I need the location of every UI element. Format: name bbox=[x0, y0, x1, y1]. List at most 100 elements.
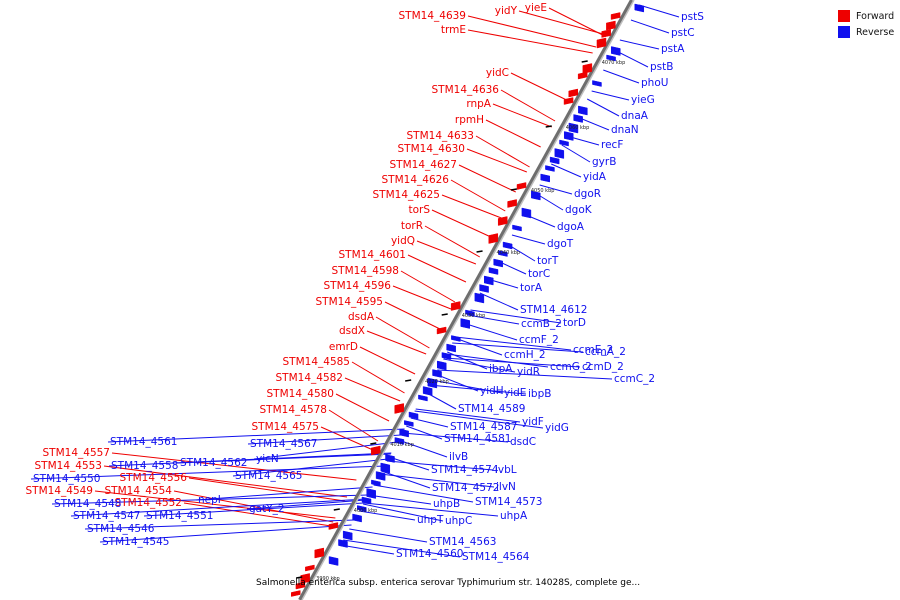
gene-label-dsdx[interactable]: dsdX bbox=[339, 325, 365, 337]
gene-label-ccme-2[interactable]: ccmE_2 bbox=[573, 344, 613, 356]
gene-label-uhpb[interactable]: uhpB bbox=[433, 498, 460, 510]
gene-label-stm14-4567[interactable]: STM14_4567 bbox=[250, 438, 317, 450]
gene-label-rpmh[interactable]: rpmH bbox=[455, 114, 484, 126]
gene-label-stm14-4565[interactable]: STM14_4565 bbox=[235, 470, 302, 482]
gene-label-nepi[interactable]: nepI bbox=[198, 494, 221, 506]
gene-label-ccmd-2[interactable]: ccmD_2 bbox=[582, 361, 624, 373]
gene-label-torc[interactable]: torC bbox=[528, 268, 550, 280]
gene-label-uhpa[interactable]: uhpA bbox=[500, 510, 528, 522]
gene-label-tort[interactable]: torT bbox=[537, 255, 559, 267]
gene-label-stm14-4630[interactable]: STM14_4630 bbox=[398, 143, 465, 155]
gene-label-stm14-4578[interactable]: STM14_4578 bbox=[260, 404, 327, 416]
gene-label-trme[interactable]: trmE bbox=[441, 24, 466, 36]
gene-label-stm14-4561[interactable]: STM14_4561 bbox=[110, 436, 177, 448]
gene-label-yida[interactable]: yidA bbox=[583, 171, 607, 183]
gene-label-ccmh-2[interactable]: ccmH_2 bbox=[504, 349, 546, 361]
gene-label-psta[interactable]: pstA bbox=[661, 43, 685, 55]
gene-label-ccmc-2[interactable]: ccmC_2 bbox=[614, 373, 655, 385]
gene-label-yide[interactable]: yidE bbox=[504, 387, 526, 399]
gene-label-stm14-4545[interactable]: STM14_4545 bbox=[102, 536, 169, 548]
gene-label-psts[interactable]: pstS bbox=[681, 11, 704, 23]
gene-label-yicn[interactable]: yicN bbox=[256, 453, 279, 465]
gene-label-dgot[interactable]: dgoT bbox=[547, 238, 574, 250]
gene-label-tord[interactable]: torD bbox=[563, 317, 586, 329]
gene-label-ilvb[interactable]: ilvB bbox=[449, 451, 468, 463]
gene-label-pstb[interactable]: pstB bbox=[650, 61, 673, 73]
gene-label-stm14-4596[interactable]: STM14_4596 bbox=[324, 280, 392, 292]
gene-label-stm14-4549[interactable]: STM14_4549 bbox=[26, 485, 93, 497]
gene-label-stm14-4547[interactable]: STM14_4547 bbox=[73, 510, 140, 522]
gene-label-uhpc[interactable]: uhpC bbox=[445, 515, 472, 527]
gene-label-stm14-4574[interactable]: STM14_4574 bbox=[431, 464, 499, 476]
gene-label-yiee[interactable]: yieE bbox=[525, 2, 547, 14]
gene-label-stm14-4582[interactable]: STM14_4582 bbox=[276, 372, 343, 384]
gene-label-dgok[interactable]: dgoK bbox=[565, 204, 593, 216]
gene-label-stm14-4553[interactable]: STM14_4553 bbox=[35, 460, 102, 472]
gene-label-stm14-4581[interactable]: STM14_4581 bbox=[444, 433, 511, 445]
gene-label-stm14-4585[interactable]: STM14_4585 bbox=[283, 356, 350, 368]
gene-label-yidh[interactable]: yidH bbox=[480, 385, 504, 397]
gene-label-gaty-2[interactable]: gatY_2 bbox=[249, 503, 285, 515]
gene-label-dgor[interactable]: dgoR bbox=[574, 188, 601, 200]
gene-label-stm14-4573[interactable]: STM14_4573 bbox=[475, 496, 542, 508]
gene-label-stm14-4563[interactable]: STM14_4563 bbox=[429, 536, 496, 548]
gene-label-stm14-4550[interactable]: STM14_4550 bbox=[33, 473, 100, 485]
gene-label-dnaa[interactable]: dnaA bbox=[621, 110, 649, 122]
gene-label-phou[interactable]: phoU bbox=[641, 77, 668, 89]
gene-label-yieg[interactable]: yieG bbox=[631, 94, 655, 106]
gene-label-stm14-4558[interactable]: STM14_4558 bbox=[111, 460, 178, 472]
gene-label-stm14-4572[interactable]: STM14_4572 bbox=[432, 482, 499, 494]
gene-label-stm14-4639[interactable]: STM14_4639 bbox=[399, 10, 466, 22]
gene-label-ilvn[interactable]: ilvN bbox=[496, 481, 516, 493]
gene-label-stm14-4552[interactable]: STM14_4552 bbox=[115, 497, 182, 509]
gene-label-yidg[interactable]: yidG bbox=[545, 422, 569, 434]
gene-label-stm14-4556[interactable]: STM14_4556 bbox=[120, 472, 188, 484]
gene-label-ccmf-2[interactable]: ccmF_2 bbox=[519, 334, 559, 346]
gene-label-stm14-4626[interactable]: STM14_4626 bbox=[382, 174, 450, 186]
gene-label-stm14-4598[interactable]: STM14_4598 bbox=[332, 265, 399, 277]
gene-label-gyrb[interactable]: gyrB bbox=[592, 156, 616, 168]
gene-label-dsda[interactable]: dsdA bbox=[348, 311, 375, 323]
gene-label-stm14-4551[interactable]: STM14_4551 bbox=[146, 510, 213, 522]
gene-label-stm14-4589[interactable]: STM14_4589 bbox=[458, 403, 525, 415]
gene-label-stm14-4636[interactable]: STM14_4636 bbox=[432, 84, 500, 96]
gene-label-recf[interactable]: recF bbox=[601, 139, 623, 151]
gene-label-stm14-4625[interactable]: STM14_4625 bbox=[373, 189, 440, 201]
gene-label-emrd[interactable]: emrD bbox=[329, 341, 358, 353]
gene-label-stm14-4612[interactable]: STM14_4612 bbox=[520, 304, 587, 316]
gene-label-yidq[interactable]: yidQ bbox=[391, 235, 415, 247]
gene-label-ibpb[interactable]: ibpB bbox=[528, 388, 551, 400]
gene-label-dnan[interactable]: dnaN bbox=[611, 124, 639, 136]
gene-label-stm14-4562[interactable]: STM14_4562 bbox=[180, 457, 247, 469]
gene-label-yidf[interactable]: yidF bbox=[522, 416, 544, 428]
gene-label-pstc[interactable]: pstC bbox=[671, 27, 695, 39]
gene-label-ccmg-2[interactable]: ccmG_2 bbox=[550, 361, 592, 373]
gene-label-stm14-4601[interactable]: STM14_4601 bbox=[339, 249, 406, 261]
gene-label-stm14-4548[interactable]: STM14_4548 bbox=[54, 498, 121, 510]
gene-label-stm14-4575[interactable]: STM14_4575 bbox=[252, 421, 319, 433]
gene-label-ccma-2[interactable]: ccmA_2 bbox=[585, 346, 626, 358]
gene-label-ibpa[interactable]: ibpA bbox=[489, 363, 513, 375]
gene-label-yidr[interactable]: yidR bbox=[517, 366, 540, 378]
gene-label-stm14-4627[interactable]: STM14_4627 bbox=[390, 159, 457, 171]
gene-label-yidc[interactable]: yidC bbox=[486, 67, 509, 79]
gene-label-tors[interactable]: torS bbox=[408, 204, 430, 216]
gene-label-uhpt[interactable]: uhpT bbox=[417, 514, 444, 526]
gene-label-stm14-4587[interactable]: STM14_4587 bbox=[450, 421, 517, 433]
gene-label-dsdc[interactable]: dsdC bbox=[510, 436, 536, 448]
gene-label-stm14-4580[interactable]: STM14_4580 bbox=[267, 388, 334, 400]
gene-label-stm14-4633[interactable]: STM14_4633 bbox=[407, 130, 474, 142]
gene-label-stm14-4557[interactable]: STM14_4557 bbox=[43, 447, 110, 459]
gene-label-stm14-4595[interactable]: STM14_4595 bbox=[316, 296, 383, 308]
gene-label-stm14-4554[interactable]: STM14_4554 bbox=[105, 485, 173, 497]
gene-label-torr[interactable]: torR bbox=[401, 220, 423, 232]
gene-label-tora[interactable]: torA bbox=[520, 282, 543, 294]
gene-label-stm14-4546[interactable]: STM14_4546 bbox=[87, 523, 155, 535]
gene-label-rnpa[interactable]: rnpA bbox=[466, 98, 491, 110]
gene-label-ivbl[interactable]: ivbL bbox=[495, 464, 517, 476]
gene-label-ccmb-2[interactable]: ccmB_2 bbox=[521, 318, 562, 330]
gene-label-stm14-4564[interactable]: STM14_4564 bbox=[462, 551, 530, 563]
gene-label-yidy[interactable]: yidY bbox=[495, 5, 518, 17]
gene-label-stm14-4560[interactable]: STM14_4560 bbox=[396, 548, 463, 560]
gene-label-dgoa[interactable]: dgoA bbox=[557, 221, 585, 233]
